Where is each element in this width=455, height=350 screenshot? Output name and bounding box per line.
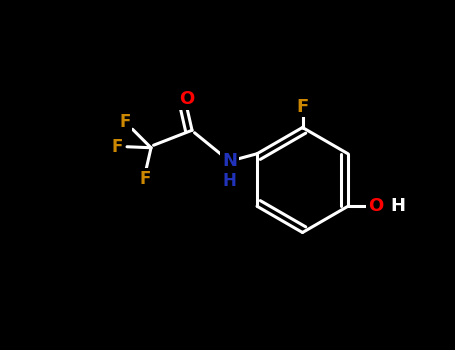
Text: N: N (222, 152, 237, 170)
Text: F: F (119, 113, 131, 131)
Text: O: O (368, 197, 383, 215)
Text: H: H (222, 172, 237, 190)
Text: H: H (390, 197, 405, 215)
Text: F: F (296, 98, 308, 116)
Text: O: O (179, 90, 195, 108)
Text: F: F (139, 170, 151, 188)
Text: F: F (111, 138, 123, 156)
